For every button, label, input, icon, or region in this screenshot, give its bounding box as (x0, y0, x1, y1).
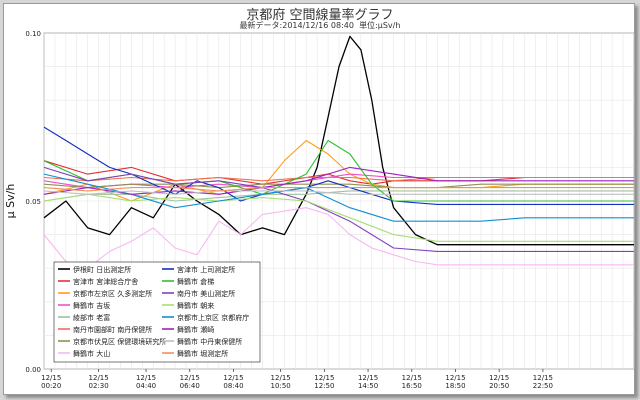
chart-subtitle: 最新データ:2014/12/16 08:40 単位:μSv/h (0, 20, 640, 31)
series-line-15 (43, 187, 634, 192)
legend-item-label: 京都市上京区 京都府庁 (177, 313, 249, 322)
legend-item-label: 宮津市 宮津総合庁舎 (73, 277, 138, 286)
x-tick-time-label: 02:30 (89, 382, 109, 390)
legend-item-label: 南丹市 美山測定所 (177, 289, 235, 298)
latest-data-label: 最新データ: (239, 21, 283, 30)
legend-item-label: 舞鶴市 大山 (73, 349, 110, 358)
series-line-6 (43, 183, 634, 189)
legend-item-label: 舞鶴市 吉坂 (73, 301, 110, 310)
x-tick-date-label: 12/15 (223, 374, 243, 382)
x-axis-ticks: 12/1500:2012/1502:3012/1504:4012/1506:40… (41, 369, 553, 390)
legend-item-label: 宮津市 上司測定所 (177, 265, 235, 274)
x-tick-date-label: 12/15 (445, 374, 465, 382)
y-axis-label: μ Sv/h (4, 184, 17, 219)
series-line-11 (43, 193, 634, 242)
x-tick-time-label: 10:50 (271, 382, 291, 390)
series-line-10 (43, 166, 634, 252)
legend-box (53, 261, 261, 363)
x-tick-time-label: 12:50 (314, 382, 334, 390)
y-tick-label: 0.10 (25, 30, 41, 38)
y-tick-label: 0.00 (25, 366, 41, 374)
x-tick-date-label: 12/15 (314, 374, 334, 382)
x-tick-time-label: 16:50 (402, 382, 422, 390)
legend-item-label: 舞鶴市 倉梯 (177, 277, 214, 286)
y-tick-label: 0.05 (25, 198, 41, 206)
legend-item-label: 舞鶴市 堀測定所 (177, 349, 228, 358)
x-tick-time-label: 06:40 (180, 382, 200, 390)
series-line-12 (43, 173, 634, 222)
unit-value: μSv/h (377, 21, 401, 30)
unit-label: 単位: (359, 21, 378, 30)
x-tick-date-label: 12/15 (358, 374, 378, 382)
x-tick-date-label: 12/15 (489, 374, 509, 382)
chart-title: 京都府 空間線量率グラフ (246, 8, 394, 23)
legend-item-label: 舞鶴市 中丹東保健所 (177, 337, 242, 346)
series-line-7 (43, 207, 634, 269)
legend-item-label: 舞鶴市 瀬崎 (177, 325, 214, 334)
x-tick-time-label: 20:50 (489, 382, 509, 390)
x-tick-time-label: 22:50 (533, 382, 553, 390)
legend-item-label: 綾部市 老富 (73, 313, 110, 322)
x-tick-date-label: 12/15 (180, 374, 200, 382)
x-tick-time-label: 08:40 (223, 382, 243, 390)
legend-item-label: 京都市左京区 久多測定所 (73, 289, 152, 298)
x-tick-date-label: 12/15 (402, 374, 422, 382)
x-tick-time-label: 14:50 (358, 382, 378, 390)
x-tick-date-label: 12/15 (271, 374, 291, 382)
legend-item-label: 京都市伏見区 保健環境研究所 (73, 337, 166, 346)
x-tick-date-label: 12/15 (533, 374, 553, 382)
x-tick-date-label: 12/15 (41, 374, 61, 382)
series-line-14 (43, 190, 634, 195)
legend-item-label: 伊根町 日出測定所 (73, 265, 131, 274)
x-tick-time-label: 00:20 (41, 382, 61, 390)
x-tick-time-label: 18:50 (445, 382, 465, 390)
legend-item-label: 南丹市園部町 南丹保健所 (73, 325, 152, 334)
latest-data-timestamp: 2014/12/16 08:40 (282, 21, 354, 30)
series-line-0 (43, 35, 634, 246)
x-tick-date-label: 12/15 (89, 374, 109, 382)
legend-item-label: 舞鶴市 朝来 (177, 301, 214, 310)
y-axis-ticks: 0.10 0.05 0.00 (25, 30, 41, 374)
series-line-2 (43, 139, 634, 202)
x-tick-time-label: 04:40 (136, 382, 156, 390)
series-layer (43, 35, 634, 269)
x-tick-date-label: 12/15 (136, 374, 156, 382)
series-line-13 (43, 166, 634, 195)
